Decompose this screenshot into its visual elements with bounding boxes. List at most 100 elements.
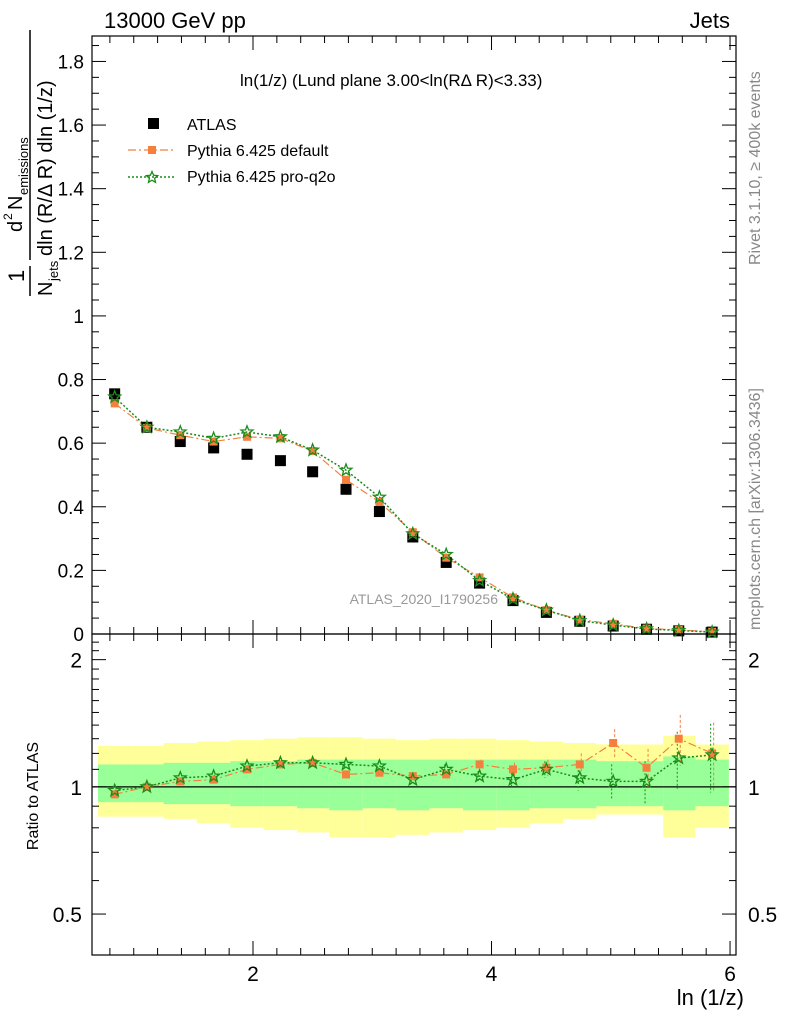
ratio-ytick-label-right: 1 <box>748 777 760 800</box>
ratio-default-point <box>674 734 683 743</box>
main-ylabel: 1 N jets dln (R/Δ R) dln (1/z) d 2 N emi… <box>1 30 61 296</box>
rivet-label: Rivet 3.1.10, ≥ 400k events <box>747 71 764 265</box>
ratio-proq2o-point <box>338 756 354 771</box>
band-inner <box>396 759 430 811</box>
atlas-point <box>440 556 452 568</box>
main-ytick-label: 0.6 <box>58 434 84 455</box>
ratio-ytick-label-right: 0.5 <box>748 904 777 927</box>
ratio-xtick-label: 4 <box>486 963 498 986</box>
legend-label-default: Pythia 6.425 default <box>187 143 329 160</box>
header-right: Jets <box>690 8 730 33</box>
ratio-default-point <box>442 770 451 779</box>
ratio-default-point <box>308 758 317 767</box>
default-point <box>110 399 119 408</box>
proq2o-point <box>505 590 521 606</box>
ratio-default-point <box>609 738 618 747</box>
proq2o-point <box>438 546 454 561</box>
svg-text:N: N <box>35 282 57 296</box>
default-point <box>142 423 151 432</box>
band-inner <box>362 759 397 809</box>
x-axis-label: ln (1/z) <box>677 985 744 1010</box>
atlas-point <box>208 442 220 454</box>
ratio-default-point <box>176 777 185 786</box>
default-point <box>342 475 351 484</box>
proq2o-point <box>139 419 155 434</box>
band-inner <box>263 761 298 807</box>
default-point <box>276 434 285 443</box>
band-inner <box>329 759 363 811</box>
proq2o-point <box>704 624 720 639</box>
proq2o-point <box>338 462 354 477</box>
default-point <box>475 573 484 582</box>
main-ytick-label: 1 <box>73 307 84 328</box>
main-title: ln(1/z) (Lund plane 3.00<ln(RΔ R)<3.33) <box>240 71 542 90</box>
atlas-point <box>174 436 186 448</box>
ratio-ytick-label: 2 <box>70 650 82 673</box>
ratio-default-point <box>209 775 218 784</box>
main-ytick-label: 0 <box>73 625 84 646</box>
band-inner <box>695 759 729 807</box>
main-ytick-label: 1.2 <box>58 243 84 264</box>
proq2o-point <box>371 489 388 504</box>
ratio-default-point <box>276 760 285 769</box>
ratio-proq2o-point <box>205 768 222 783</box>
ratio-proq2o-point <box>405 771 421 787</box>
main-panel: 0 0.2 0.4 0.6 0.8 1 1.2 1.4 1.6 1.8 <box>58 35 737 646</box>
ratio-proq2o-point <box>471 768 488 783</box>
ratio-proq2o-point <box>572 769 588 785</box>
proq2o-point <box>239 423 255 439</box>
ratio-proq2o-point <box>304 754 321 770</box>
legend: ATLAS Pythia 6.425 default Pythia 6.425 … <box>128 117 336 186</box>
ratio-proq2o-point <box>538 761 555 776</box>
ratio-default-point <box>508 765 517 774</box>
proq2o-point <box>605 617 621 632</box>
atlas-point <box>241 448 253 460</box>
proq2o-point <box>304 442 321 457</box>
proq2o-point <box>572 612 588 628</box>
legend-marker-atlas <box>148 118 159 129</box>
default-point <box>642 624 651 633</box>
default-point <box>542 606 551 615</box>
proq2o-point <box>538 602 555 617</box>
proq2o-point <box>405 525 421 541</box>
main-ytick-label: 0.4 <box>58 498 85 519</box>
main-ytick-label: 0.8 <box>58 371 84 392</box>
ratio-xtick-label: 6 <box>724 963 736 986</box>
main-ytick-label: 1.4 <box>58 180 85 201</box>
proq2o-point <box>172 423 188 439</box>
ratio-xtick-label: 2 <box>247 963 259 986</box>
legend-marker-proq2o <box>144 169 160 184</box>
ratio-default-point <box>475 760 484 769</box>
default-point <box>408 528 417 537</box>
atlas-point <box>373 506 385 518</box>
ratio-proq2o-point <box>107 782 123 798</box>
ratio-ytick-label: 0.5 <box>53 904 82 927</box>
ratio-proq2o-point <box>505 771 521 787</box>
svg-text:2: 2 <box>1 213 15 220</box>
band-inner <box>663 756 696 811</box>
ratio-default-point <box>542 763 551 772</box>
main-ytick-label: 1.6 <box>58 116 84 137</box>
ratio-proq2o-point <box>239 758 255 773</box>
ratio-proq2o-point <box>438 761 454 776</box>
proq2o-point <box>107 388 123 404</box>
proq2o-point <box>671 622 687 638</box>
atlas-point <box>307 466 319 478</box>
ratio-proq2o-point <box>172 769 188 785</box>
main-ytick-label: 0.2 <box>58 561 84 582</box>
svg-text:emissions: emissions <box>16 137 31 195</box>
ratio-default-point <box>708 749 717 758</box>
atlas-point <box>109 388 121 400</box>
svg-text:jets: jets <box>46 260 61 282</box>
svg-text:1: 1 <box>4 270 29 282</box>
default-point <box>708 627 717 636</box>
ratio-default-point <box>642 763 651 772</box>
band-inner <box>297 759 330 809</box>
legend-label-proq2o: Pythia 6.425 pro-q2o <box>187 169 336 186</box>
ratio-ytick-label: 1 <box>70 777 82 800</box>
atlas-point <box>274 455 286 467</box>
main-ytick-label: 1.8 <box>58 52 84 73</box>
atlas-point <box>340 483 352 495</box>
default-point <box>375 497 384 506</box>
